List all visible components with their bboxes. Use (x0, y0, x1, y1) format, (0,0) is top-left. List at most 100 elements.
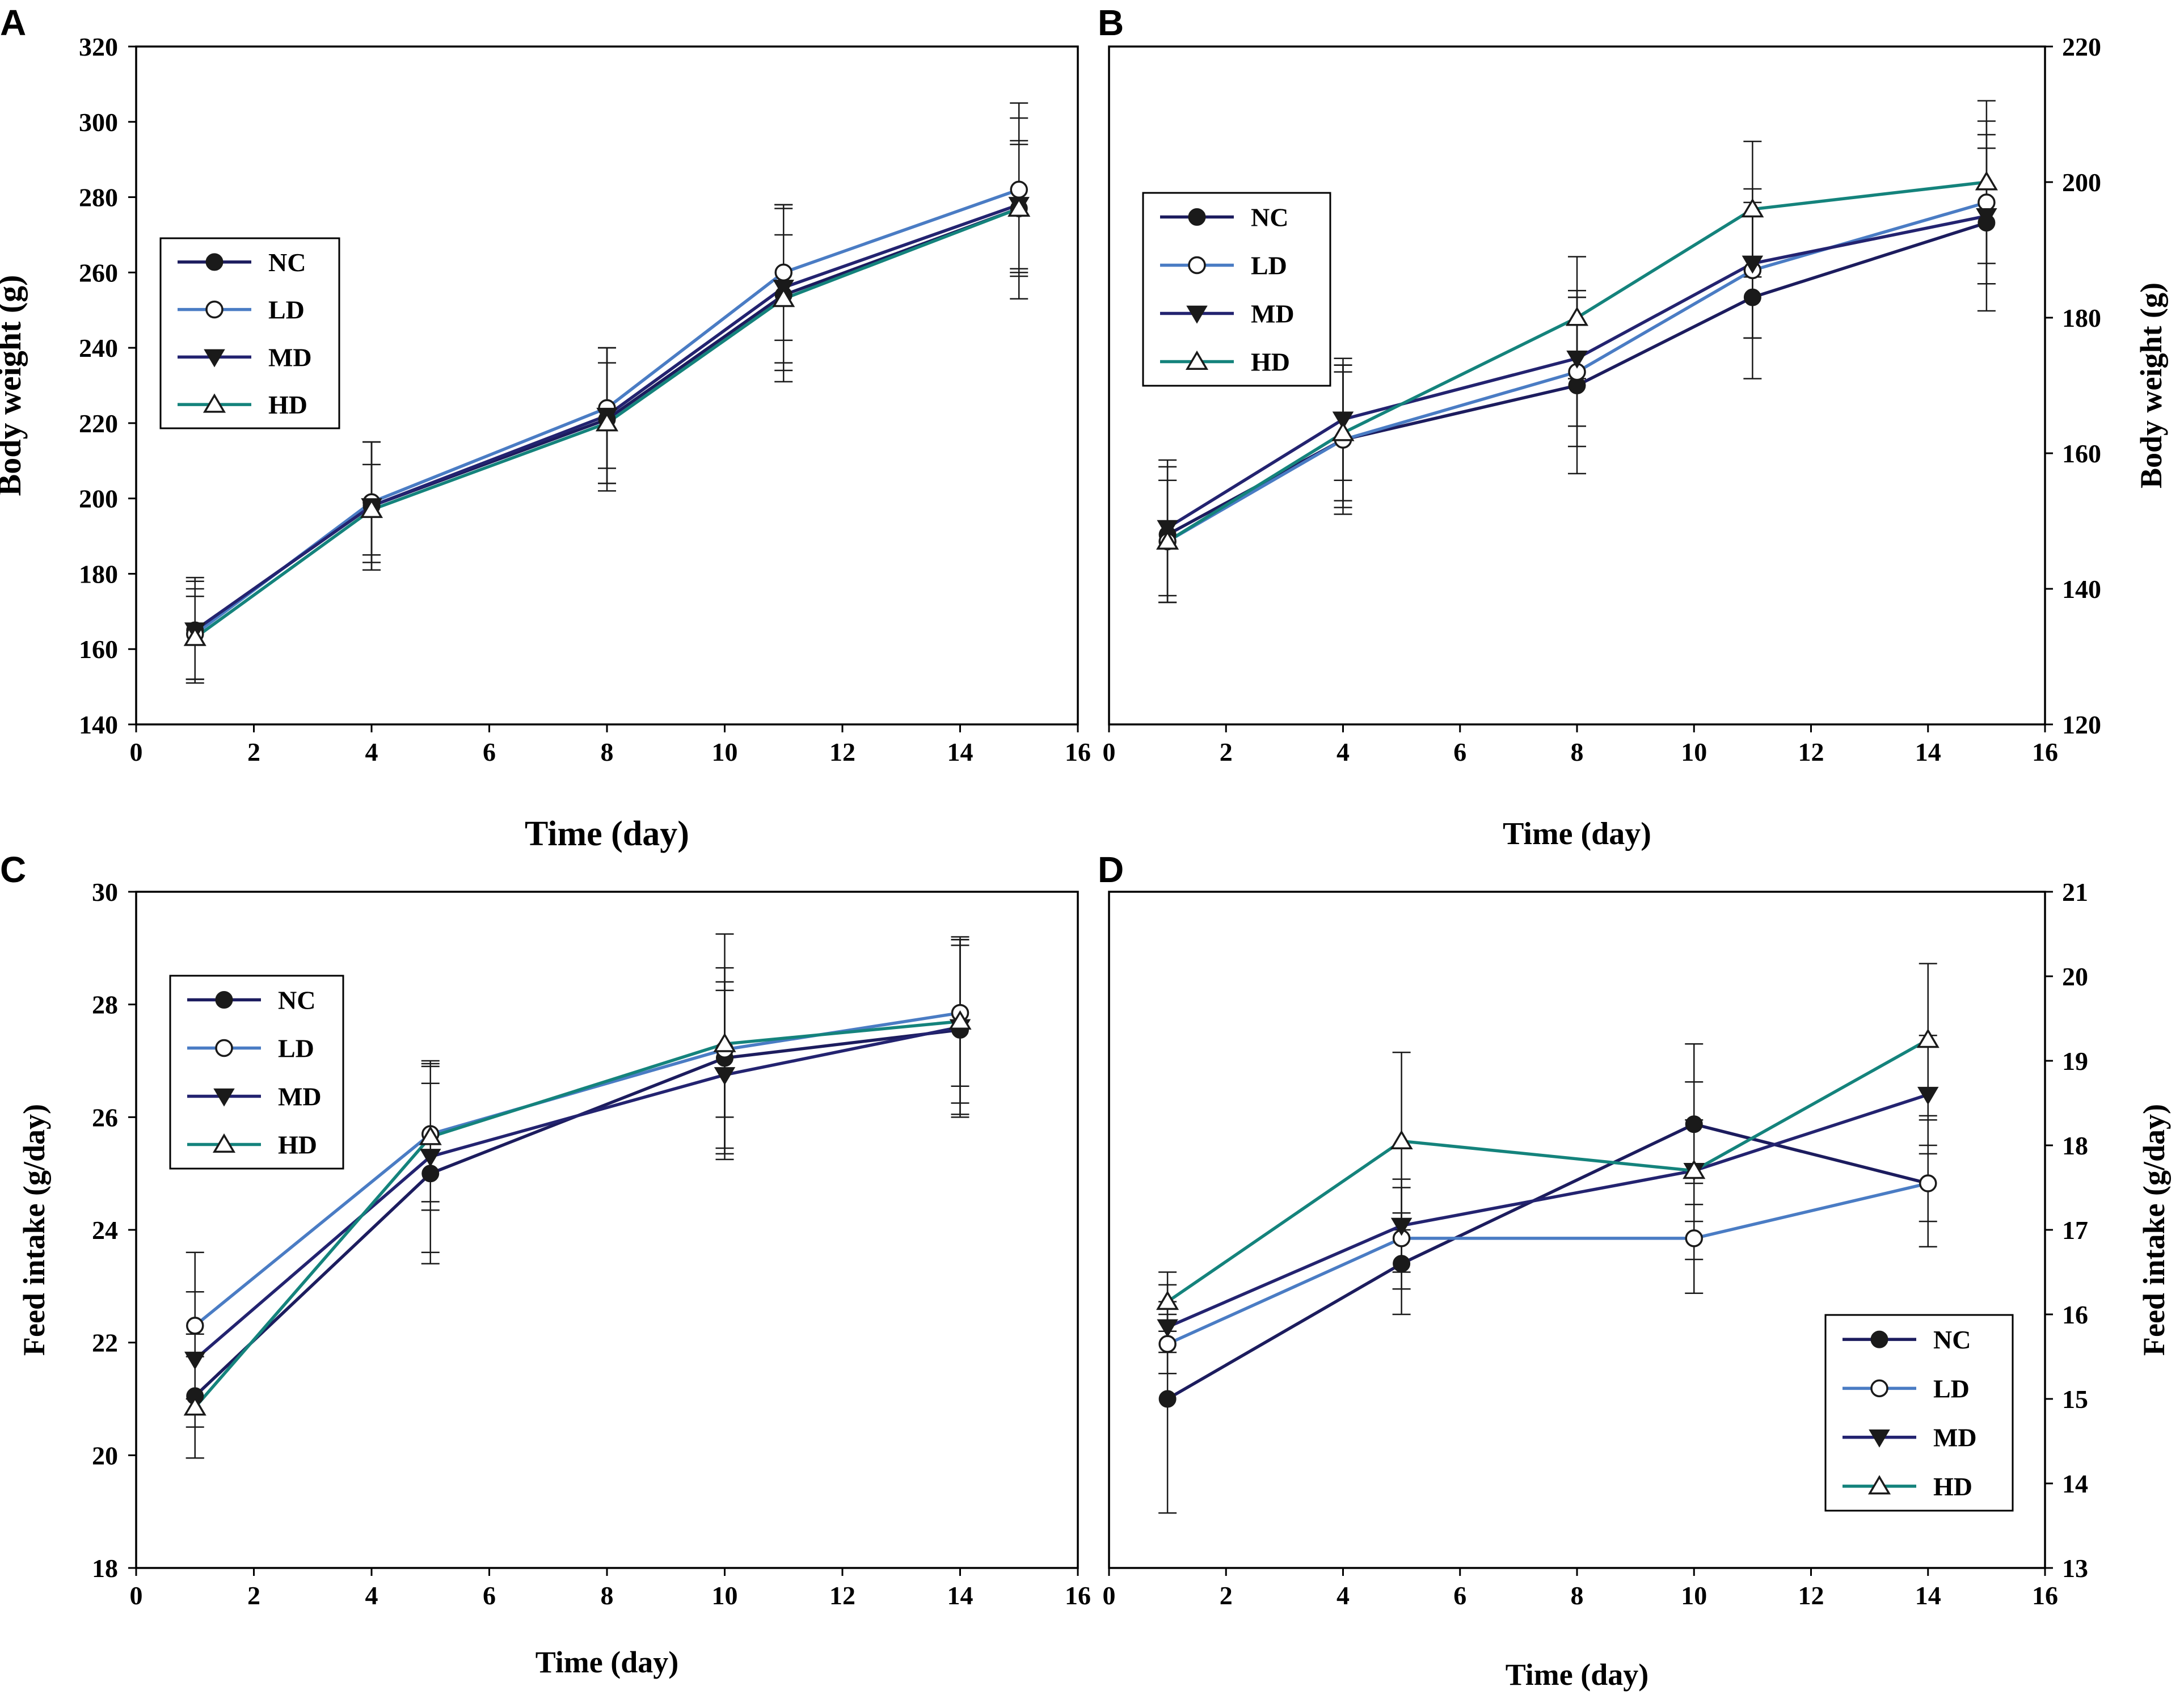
y-axis-title: Feed intake (g/day) (17, 1104, 51, 1356)
y-tick-label: 200 (2062, 168, 2101, 197)
data-point-ld (774, 263, 792, 282)
x-tick-label: 2 (247, 737, 260, 766)
x-tick-label: 12 (829, 737, 855, 766)
x-tick-label: 14 (947, 1581, 973, 1610)
x-axis-title: Time (day) (536, 1645, 679, 1679)
y-tick-label: 15 (2062, 1385, 2088, 1414)
y-tick-label: 20 (2062, 962, 2088, 991)
x-tick-label: 14 (1915, 737, 1941, 766)
data-point-hd (713, 1032, 736, 1052)
x-tick-label: 6 (483, 1581, 496, 1610)
data-point-nc (1393, 1255, 1411, 1273)
data-point-ld (1010, 180, 1028, 199)
data-point-hd (183, 1396, 206, 1416)
panel-letter: C (0, 849, 26, 890)
data-point-ld (1978, 193, 1996, 212)
x-tick-label: 0 (130, 1581, 143, 1610)
legend-marker-ld (205, 300, 224, 319)
legend-marker-md (213, 1088, 235, 1107)
data-point-hd (419, 1125, 442, 1145)
y-tick-label: 20 (92, 1441, 118, 1470)
legend-label-nc: NC (268, 248, 306, 277)
legend-marker-ld (1188, 256, 1206, 275)
legend-label-hd: HD (268, 390, 307, 419)
x-tick-label: 10 (712, 737, 738, 766)
data-point-md (1917, 1086, 1939, 1105)
legend-label-ld: LD (268, 296, 305, 324)
data-point-hd (595, 412, 619, 432)
y-tick-label: 18 (2062, 1131, 2088, 1160)
series-line-hd (1166, 1038, 1929, 1303)
legend-marker-nc (1188, 208, 1206, 226)
legend: NC LD MD HD (169, 975, 344, 1170)
x-tick-label: 4 (365, 1581, 378, 1610)
y-tick-label: 220 (79, 409, 118, 438)
data-point-hd (1975, 171, 1998, 191)
y-tick-label: 14 (2062, 1469, 2088, 1498)
x-tick-label: 4 (1336, 1581, 1350, 1610)
data-point-md (1742, 255, 1764, 274)
panel-letter: A (0, 2, 26, 43)
x-tick-label: 16 (2032, 737, 2058, 766)
data-point-md (1157, 1319, 1178, 1338)
legend-label-hd: HD (278, 1131, 317, 1160)
y-tick-label: 22 (92, 1329, 118, 1357)
legend: NC LD MD HD (1142, 192, 1331, 387)
y-tick-label: 320 (79, 32, 118, 61)
data-point-md (1390, 1217, 1413, 1236)
legend-marker-md (1186, 305, 1208, 324)
data-point-md (1332, 411, 1354, 430)
x-tick-label: 2 (1220, 737, 1233, 766)
panel-letter: B (1098, 2, 1124, 43)
x-axis-title: Time (day) (1506, 1658, 1649, 1692)
data-point-hd (1390, 1129, 1413, 1150)
y-axis-title: Feed intake (g/day) (2137, 1104, 2171, 1356)
data-point-md (1157, 520, 1178, 538)
x-tick-label: 16 (1065, 737, 1091, 766)
series-line-hd (193, 1019, 960, 1409)
x-tick-label: 8 (1571, 737, 1584, 766)
y-tick-label: 200 (79, 484, 118, 513)
x-axis-title: Time (day) (525, 815, 689, 853)
legend-box (1142, 192, 1331, 387)
y-axis-title: Body weight (g) (0, 275, 28, 496)
y-tick-label: 180 (79, 559, 118, 588)
legend: NC LD MD HD (1824, 1314, 2014, 1512)
x-tick-label: 16 (1065, 1581, 1091, 1610)
data-point-md (1566, 350, 1588, 369)
y-tick-label: 180 (2062, 303, 2101, 332)
y-tick-label: 18 (92, 1554, 118, 1583)
x-tick-label: 8 (1571, 1581, 1584, 1610)
y-tick-label: 160 (79, 635, 118, 664)
legend-label-md: MD (1251, 300, 1295, 328)
x-tick-label: 8 (601, 737, 614, 766)
data-point-hd (1156, 530, 1179, 550)
legend-label-ld: LD (1933, 1374, 1970, 1403)
legend-label-nc: NC (278, 986, 315, 1015)
series-line-md (193, 1025, 961, 1361)
legend-marker-ld (215, 1039, 233, 1057)
x-tick-label: 12 (1798, 1581, 1824, 1610)
x-tick-label: 8 (601, 1581, 614, 1610)
y-tick-label: 260 (79, 258, 118, 287)
legend-marker-hd (1867, 1475, 1891, 1495)
legend-label-hd: HD (1933, 1472, 1972, 1501)
x-tick-label: 0 (1103, 737, 1116, 766)
x-tick-label: 0 (1103, 1581, 1116, 1610)
series-line-nc (1166, 1123, 1929, 1401)
legend-marker-hd (1185, 350, 1209, 370)
y-tick-label: 300 (79, 108, 118, 137)
legend-marker-ld (1870, 1379, 1888, 1398)
data-point-hd (948, 1010, 972, 1030)
y-tick-label: 16 (2062, 1300, 2088, 1329)
y-tick-label: 120 (2062, 710, 2101, 739)
data-point-nc (1685, 1115, 1703, 1133)
legend-marker-nc (1870, 1330, 1888, 1348)
data-point-nc (1158, 1390, 1177, 1408)
legend-marker-hd (212, 1133, 236, 1153)
y-tick-label: 17 (2062, 1216, 2088, 1245)
y-tick-label: 140 (2062, 575, 2101, 604)
